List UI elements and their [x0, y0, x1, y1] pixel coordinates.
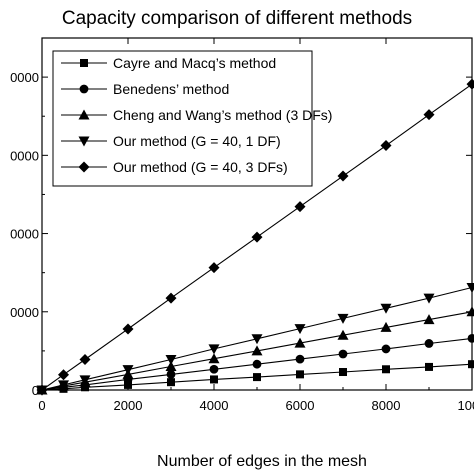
series-3-point — [208, 353, 220, 364]
series-5-point — [466, 78, 474, 90]
series-4-point — [380, 303, 392, 314]
series-1-point — [468, 360, 474, 369]
series-4-point — [251, 334, 263, 345]
y-tick-label: 0000 — [10, 148, 39, 163]
legend: Cayre and Macq’s method Benedens’ method C… — [61, 55, 332, 175]
chart-title: Capacity comparison of different methods — [62, 8, 412, 29]
series-5-point — [423, 109, 435, 121]
legend-marker — [78, 136, 90, 147]
y-tick-label: 0 — [32, 383, 39, 398]
series-5-point — [208, 262, 220, 274]
series-3-point — [337, 329, 349, 340]
legend-label: Our method (G = 40, 3 DFs) — [113, 159, 288, 175]
series-4-point — [58, 380, 69, 391]
series-1-point — [382, 365, 390, 374]
series-5-point — [122, 323, 134, 335]
series-2-point — [209, 364, 219, 374]
series-5-point — [165, 292, 177, 304]
series-4-point — [165, 354, 177, 365]
series-1-point — [124, 380, 132, 389]
series-line-4 — [41, 286, 473, 391]
legend-marker — [79, 84, 89, 94]
series-5-point — [79, 353, 91, 365]
series-5-point — [380, 140, 392, 152]
legend-marker — [78, 109, 90, 120]
series-1-point — [210, 375, 218, 384]
y-tick-label: 0000 — [10, 70, 39, 85]
series-1-point — [167, 378, 175, 387]
legend-box — [52, 50, 313, 187]
series-3-point — [294, 337, 306, 348]
series-3-point — [423, 314, 435, 325]
series-5-point — [337, 170, 349, 182]
series-1-point — [296, 370, 304, 379]
series-3-point — [466, 306, 474, 317]
series-4-point — [122, 365, 134, 376]
series-5-point — [294, 201, 306, 213]
x-axis-label: Number of edges in the mesh — [157, 453, 367, 470]
x-tick-label: 2000 — [114, 398, 143, 413]
series-1-point — [253, 373, 261, 382]
series-5-point — [58, 369, 69, 381]
series-line-5 — [41, 83, 473, 391]
series-2-point — [467, 333, 474, 343]
series-4-point — [337, 313, 349, 324]
x-tick-label: 0 — [38, 398, 45, 413]
legend-label: Our method (G = 40, 1 DF) — [113, 133, 281, 149]
series-2-point — [338, 349, 348, 359]
series-2-point — [166, 369, 176, 379]
x-tick-label: 4000 — [200, 398, 229, 413]
series-3-point — [251, 345, 263, 356]
series-4-point — [466, 283, 474, 294]
series-1-point — [425, 362, 433, 371]
series-2-point — [295, 354, 305, 364]
legend-label: Cayre and Macq’s method — [113, 55, 276, 71]
series-4-point — [79, 375, 91, 386]
series-3-point — [165, 361, 177, 372]
x-tick-label: 8000 — [372, 398, 401, 413]
series-4-point — [208, 344, 220, 355]
series-3-point — [380, 321, 392, 332]
series-5-point — [36, 384, 48, 396]
series-4-point — [294, 324, 306, 335]
legend-label: Benedens’ method — [113, 81, 229, 97]
legend-marker — [80, 59, 88, 67]
x-tick-label: 6000 — [286, 398, 315, 413]
legend-marker — [78, 161, 90, 173]
series-2-point — [424, 339, 434, 348]
series-2-point — [381, 344, 391, 354]
y-tick-label: 0000 — [10, 305, 39, 320]
series-markers — [36, 78, 474, 396]
series-2-point — [252, 359, 262, 369]
legend-label: Cheng and Wang’s method (3 DFs) — [113, 107, 332, 123]
series-1-point — [339, 368, 347, 377]
series-4-point — [423, 293, 435, 304]
series-5-point — [251, 231, 263, 243]
y-tick-label: 0000 — [10, 227, 39, 242]
